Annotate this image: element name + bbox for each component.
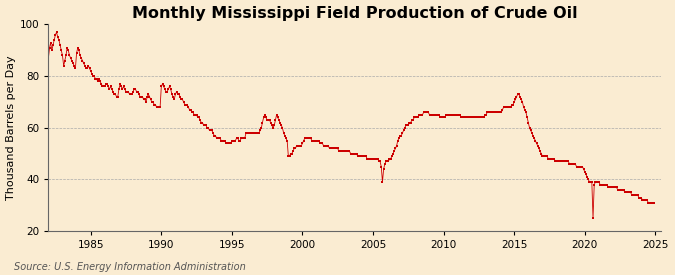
Title: Monthly Mississippi Field Production of Crude Oil: Monthly Mississippi Field Production of … [132,6,578,21]
Text: Source: U.S. Energy Information Administration: Source: U.S. Energy Information Administ… [14,262,245,272]
Y-axis label: Thousand Barrels per Day: Thousand Barrels per Day [5,56,16,200]
